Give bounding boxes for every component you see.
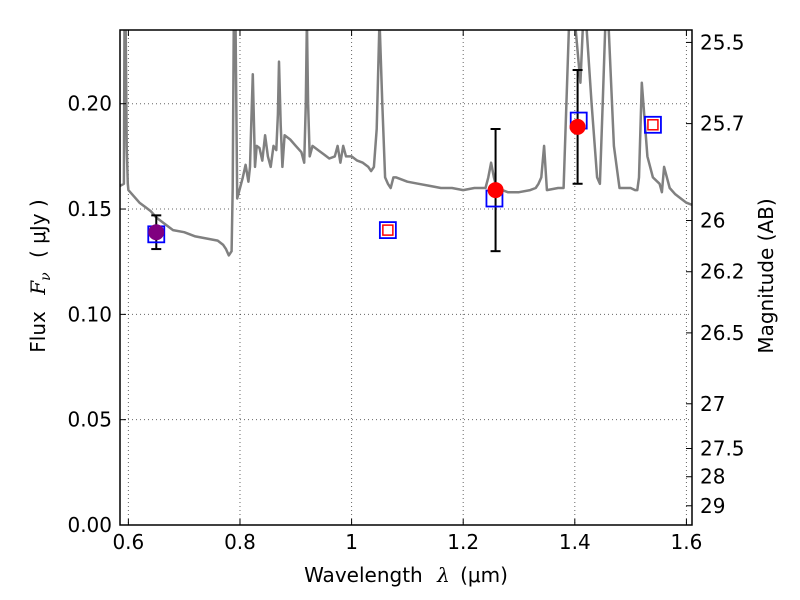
x-axis-label: Wavelength λ (μm) [304, 563, 508, 587]
model-inner-square-marker [382, 224, 394, 236]
model-inner-square-marker [647, 119, 659, 131]
observed-point [148, 224, 165, 241]
observed-point [487, 182, 504, 199]
model-square-marker [378, 221, 397, 240]
x-tick-label: 1.6 [671, 530, 703, 554]
y2-axis-label: Magnitude (AB) [754, 198, 778, 353]
y2-tick-label: 26.5 [700, 321, 745, 345]
photometry-markers [147, 111, 662, 244]
y2-tick-label: 26 [700, 209, 725, 233]
grid-lines [120, 30, 692, 526]
x-tick-label: 0.8 [224, 530, 256, 554]
x-tick-label: 1 [345, 530, 358, 554]
model-spectrum [120, 30, 692, 257]
spectrum-line [120, 30, 692, 257]
y2-tick-label: 27.5 [700, 437, 745, 461]
y2-tick-label: 25.7 [700, 112, 745, 136]
plot-frame [119, 29, 693, 526]
x-tick-label: 1.2 [447, 530, 479, 554]
y2-tick-label: 28 [700, 465, 725, 489]
observed-point [569, 118, 586, 135]
y-tick-label: 0.15 [67, 197, 112, 221]
error-bars [151, 69, 583, 253]
y-tick-label: 0.20 [67, 92, 112, 116]
y-tick-label: 0.00 [67, 513, 112, 537]
y-tick-label: 0.05 [67, 408, 112, 432]
y2-tick-label: 25.5 [700, 30, 745, 54]
axis-ticks: 0.6 0.8 1 1.2 1.4 1.6 0.00 0.05 0.10 0.15 0.20 25.5… [67, 30, 745, 554]
y2-tick-label: 26.2 [700, 260, 745, 284]
y2-tick-label: 27 [700, 392, 725, 416]
y-tick-label: 0.10 [67, 302, 112, 326]
model-square-marker [644, 115, 662, 134]
x-tick-label: 0.6 [112, 530, 144, 554]
y2-tick-label: 29 [700, 494, 725, 518]
y-axis-label: Flux Fν ( μJy ) [26, 199, 55, 352]
x-tick-label: 1.4 [559, 530, 591, 554]
